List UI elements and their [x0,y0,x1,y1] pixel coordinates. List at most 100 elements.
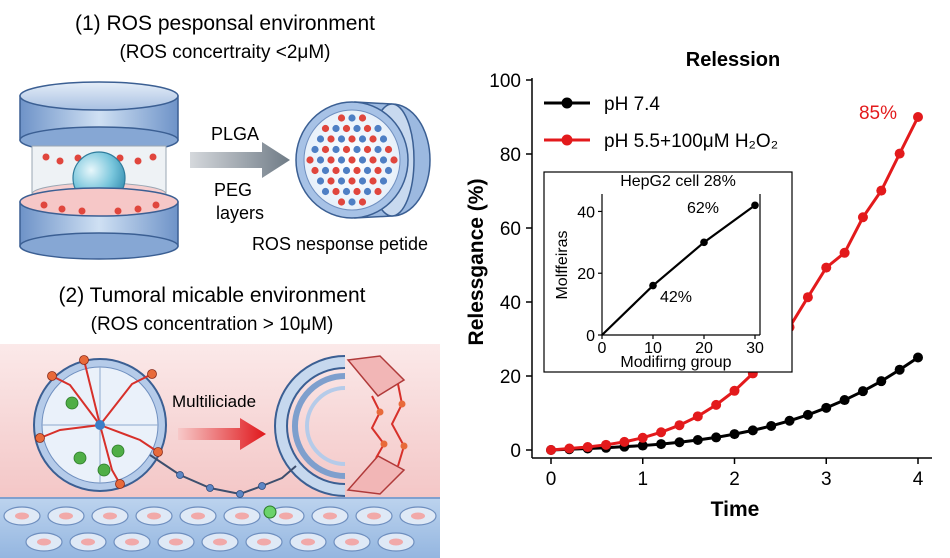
inset-xtick-label: 20 [695,340,713,357]
payload-dot [374,124,382,133]
arrow-label-plga: PLGA [211,124,259,144]
payload-dot [348,135,356,143]
payload-dot [337,198,346,206]
series-0-point [656,439,667,450]
cell-nucleus [367,512,381,520]
inset-xlabel: Modifirng group [620,354,731,371]
payload-dot [316,156,325,164]
inset-chart: HepG2 cell 28% 0 20 40 0 10 20 30 Modifirng g… [543,171,793,373]
payload-dot [358,198,367,206]
series-0-point [692,435,703,446]
payload-dot [353,166,361,175]
inset-series-point [649,281,657,290]
legend-marker-ph55 [561,134,573,146]
series-0-point [894,364,905,375]
series-1-point [821,262,832,273]
payload-dot [358,156,367,164]
inset-chart-title: HepG2 cell 28% [620,173,736,190]
particle-caption: ROS nesponse petide [252,234,428,254]
series-1-point [913,112,923,122]
series-1-point [637,432,648,443]
payload-dot [390,156,398,164]
inset-series-line [601,204,756,336]
payload-dot [384,166,393,175]
legend-marker-ph74 [561,97,573,109]
payload-dot [311,166,319,175]
payload-dot [327,177,335,185]
micelle-disassembled [274,355,408,497]
nanoparticle-payload-dots [306,114,398,206]
series-1-point [601,439,612,450]
payload-dot [337,114,346,122]
series-1-point [894,148,905,159]
series-0-point [637,440,648,451]
inset-annotation-42: 42% [660,289,692,306]
main-chart-axes [531,78,932,459]
series-1-point [674,420,685,431]
payload-dot [353,187,361,196]
legend-label-ph74: pH 7.4 [604,94,660,115]
cell-nucleus [15,512,29,520]
payload-dot [363,187,372,196]
payload-dot [363,166,372,175]
series-1-point [546,445,556,455]
cell-nucleus [323,512,337,520]
payload-dot [353,124,361,133]
cell-nucleus [257,538,271,546]
main-ytick-label: 0 [510,441,521,462]
series-1-point [711,399,722,410]
panel-tumor-environment: (2) Tumoral micable environment (ROS con… [0,284,440,558]
series-0-point [857,386,868,397]
cell-nucleus [345,538,359,546]
micelle-intact [33,355,167,492]
payload-dot [369,135,377,143]
payload-dot [306,156,314,164]
payload-dot [332,124,340,133]
main-chart-xlabel: Time [711,498,760,521]
series-1-point [619,436,630,447]
series-0-point [784,415,795,426]
main-ytick-label: 20 [500,367,521,388]
payload-dot [379,135,388,143]
payload-dot [337,156,346,164]
main-xtick-label: 3 [821,469,832,490]
panel2-title: (2) Tumoral micable environment [59,284,366,307]
inset-ylabel: Molffeiras [554,230,571,299]
main-ytick-label: 60 [500,219,521,240]
series-0-point [711,432,722,443]
main-chart-annotation: 85% [859,103,897,124]
payload-dot [342,166,351,175]
arrow-label-peg: PEG [214,180,252,200]
payload-dot [358,114,367,122]
series-1-point [692,411,703,422]
series-1-point [876,185,887,196]
main-xtick-label: 4 [913,469,924,490]
inset-series-point [751,201,759,210]
payload-dot [369,177,377,185]
payload-dot [321,145,330,154]
cell-nucleus [389,538,403,546]
panel1-subtitle: (ROS concertraity <2μM) [119,42,330,63]
payload-dot [321,187,330,196]
cell-nucleus [301,538,315,546]
main-ytick-label: 100 [489,71,521,92]
process-arrow-red [178,418,266,450]
payload-dot [374,166,382,175]
series-0-point [766,420,777,431]
legend-label-ph55: pH 5.5+100μM H₂O₂ [604,131,778,152]
series-1-point [729,385,740,396]
payload-dot [342,145,351,154]
inset-ytick-label: 20 [577,266,595,283]
main-ytick-label: 40 [500,293,521,314]
panel2-subtitle: (ROS concentration > 10μM) [91,314,334,335]
payload-dot [321,124,330,133]
cell-nucleus [37,538,51,546]
cell-nucleus [59,512,73,520]
cell-nucleus [81,538,95,546]
inset-series-point [700,238,708,247]
inset-annotation-62: 62% [687,200,719,217]
inset-ytick-label: 40 [577,204,595,221]
series-0-point [747,425,758,436]
sandwich-disk-device [19,81,179,260]
series-0-point [802,409,813,420]
